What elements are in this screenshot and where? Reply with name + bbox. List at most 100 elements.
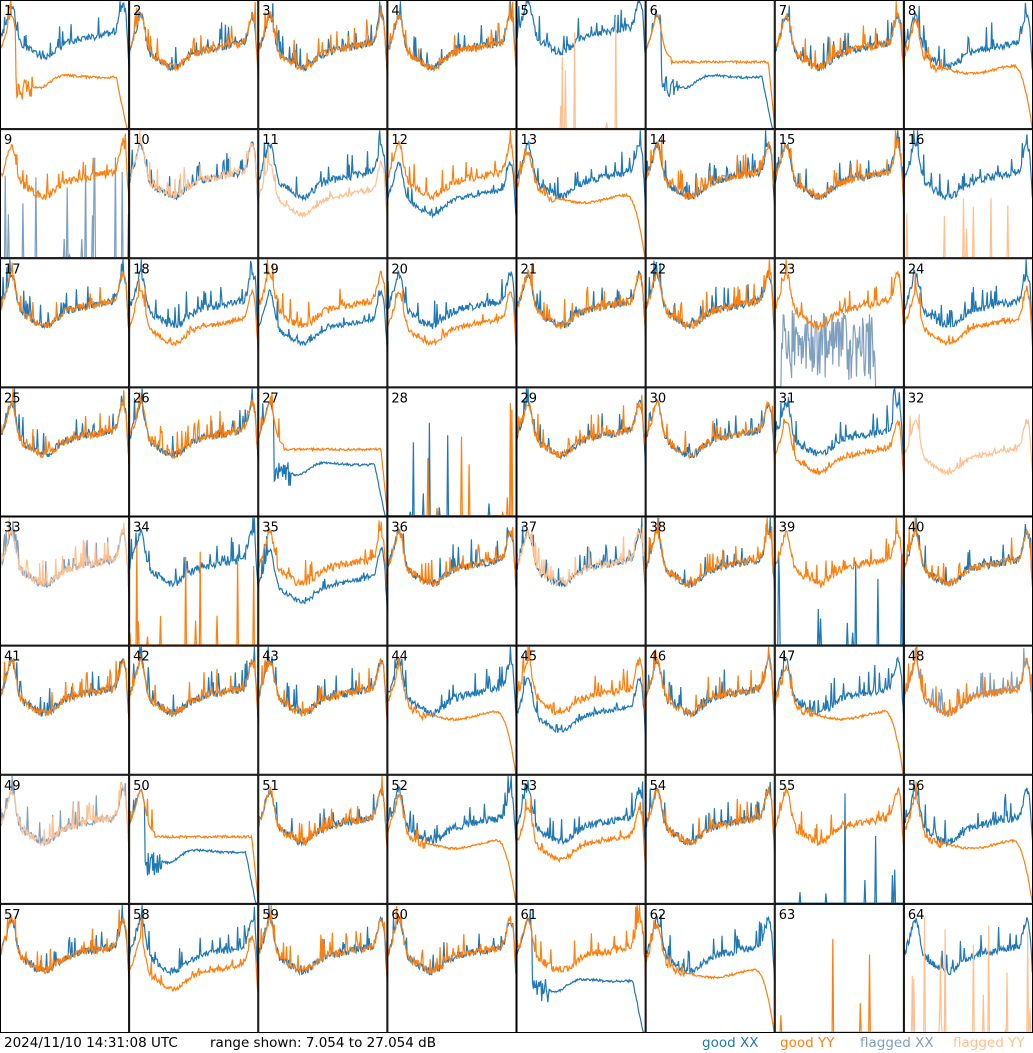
panel-border [645,129,775,259]
series-xx-panel-20 [387,269,517,334]
panel-number: 23 [779,262,796,277]
panel-number: 35 [262,521,279,536]
series-xx-panel-58 [129,905,259,977]
panel-7: 7 [774,0,904,130]
panel-border [0,387,130,517]
panel-42: 42 [129,645,259,775]
panel-27: 27 [258,387,388,517]
series-yy-panel-46 [645,646,775,719]
panel-45: 45 [516,645,646,775]
panel-number: 57 [4,908,21,923]
series-xx-panel-1 [0,1,130,69]
series-xx-panel-35 [258,536,388,612]
panel-border [774,387,904,517]
legend-good-yy: good YY [780,1035,835,1051]
series-xx-panel-34 [129,517,259,592]
series-yy-panel-35 [258,520,388,586]
panel-number: 15 [779,133,796,148]
panel-50: 50 [129,774,259,904]
series-yy-panel-42 [129,653,259,723]
panel-29: 29 [516,387,646,517]
series-yy-panel-26 [129,392,259,461]
panel-border [0,129,130,259]
panel-13: 13 [516,129,646,259]
panel-border [129,258,259,388]
series-yy-panel-36 [387,526,517,596]
panel-number: 64 [908,908,925,923]
panel-number: 1 [4,4,12,19]
panel-number: 53 [521,779,538,794]
panel-53: 53 [516,774,646,904]
panel-border [129,903,259,1033]
panel-border [387,0,517,130]
panel-number: 24 [908,262,925,277]
series-yy-panel-23 [774,259,904,333]
panel-30: 30 [645,387,775,517]
panel-28: 28 [387,387,517,517]
panel-border [387,516,517,646]
panel-17: 17 [0,258,130,388]
panel-border [129,387,259,517]
series-yy-panel-55 [774,786,904,853]
panel-number: 2 [133,4,141,19]
series-xx-panel-45 [516,675,646,739]
panel-8: 8 [903,0,1033,130]
series-xx-panel-13 [516,130,646,208]
panel-number: 10 [133,133,150,148]
panel-border [129,0,259,130]
panel-3: 3 [258,0,388,130]
panel-16: 16 [903,129,1033,259]
panel-12: 12 [387,129,517,259]
panel-number: 30 [650,391,667,406]
series-xx-panel-55 [774,793,904,904]
panel-border [258,387,388,517]
series-yy-panel-51 [258,775,388,850]
legend-flagged-yy: flagged YY [953,1035,1025,1051]
panel-number: 51 [262,779,279,794]
panel-border [516,387,646,517]
panel-58: 58 [129,903,259,1033]
legend-good-xx: good XX [702,1035,759,1051]
series-xx-panel-16 [903,130,1033,202]
panel-number: 18 [133,262,150,277]
series-yy-panel-50 [129,789,259,902]
series-yy-panel-44 [387,658,517,775]
panel-number: 19 [262,262,279,277]
panel-number: 20 [391,262,408,277]
range-readout: range shown: 7.054 to 27.054 dB [210,1035,436,1051]
panel-41: 41 [0,645,130,775]
series-yy-panel-39 [774,517,904,596]
panel-border [387,903,517,1033]
panel-border [774,903,904,1033]
panel-54: 54 [645,774,775,904]
panel-border [0,903,130,1033]
panel-number: 56 [908,779,925,794]
panel-number: 63 [779,908,796,923]
panel-number: 55 [779,779,796,794]
panel-number: 40 [908,521,925,536]
panel-number: 34 [133,521,150,536]
series-yy-panel-8 [903,18,1033,130]
series-yy-panel-18 [129,279,259,351]
panel-14: 14 [645,129,775,259]
panel-number: 54 [650,779,667,794]
panel-border [258,516,388,646]
panel-51: 51 [258,774,388,904]
panel-border [516,774,646,904]
panel-border [0,0,130,130]
panel-number: 59 [262,908,279,923]
panel-number: 46 [650,650,667,665]
panel-border [387,387,517,517]
series-xx-panel-7 [774,5,904,74]
series-yy-panel-17 [0,262,130,335]
panel-border [645,903,775,1033]
panel-border [0,516,130,646]
series-yy-panel-4 [387,1,517,73]
series-yy-panel-11 [258,149,388,221]
panel-number: 41 [4,650,21,665]
panel-number: 58 [133,908,150,923]
panel-55: 55 [774,774,904,904]
panel-44: 44 [387,645,517,775]
series-yy-panel-33 [0,517,130,593]
